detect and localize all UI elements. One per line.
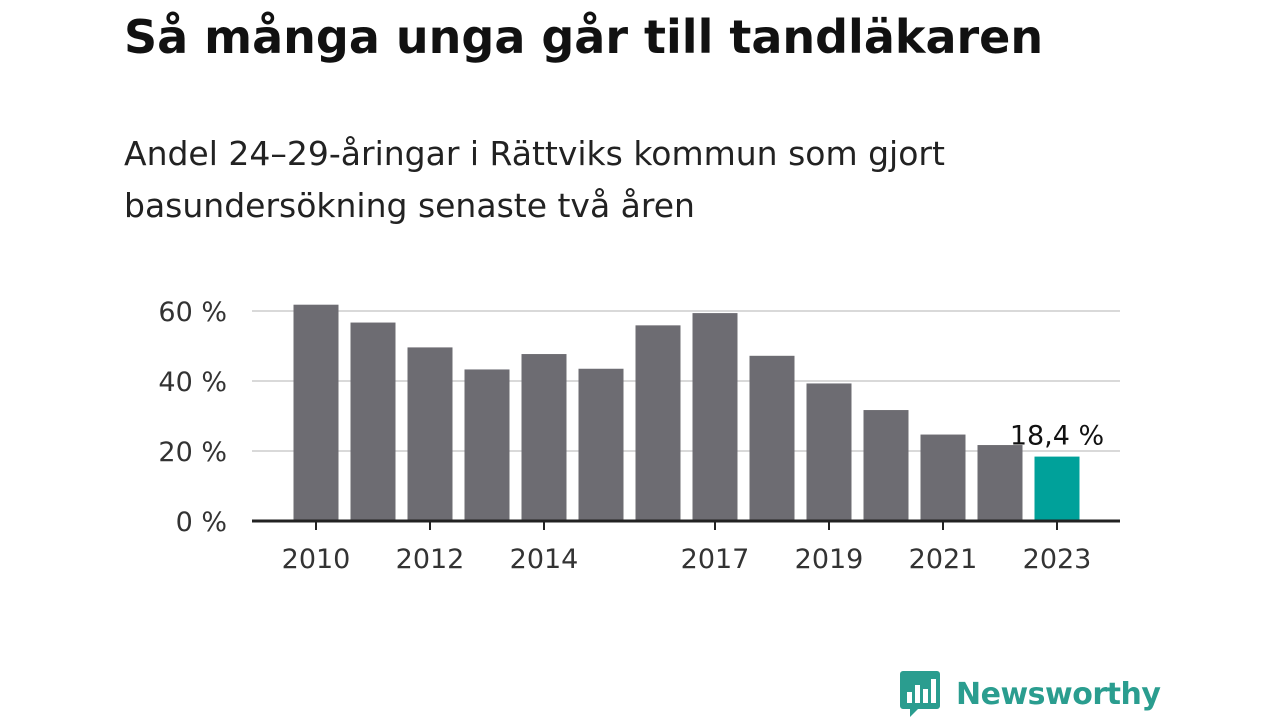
x-tick-label: 2023 (1023, 544, 1092, 575)
bar-2023 (1034, 456, 1080, 521)
bar-2017 (692, 313, 738, 521)
data-label-2023: 18,4 % (1010, 421, 1104, 452)
gridlines (252, 310, 1120, 452)
newsworthy-logo: Newsworthy (900, 670, 1161, 718)
x-tick-label: 2019 (795, 544, 864, 575)
bar-2018 (749, 355, 795, 521)
bar-2011 (350, 322, 396, 521)
newsworthy-logo-text: Newsworthy (956, 676, 1161, 712)
bar-2016 (635, 325, 681, 521)
x-tick-label: 2017 (681, 544, 750, 575)
y-tick-label: 20 % (158, 437, 227, 468)
bar-2019 (806, 383, 852, 521)
chart-subtitle: Andel 24–29-åringar i Rättviks kommun so… (124, 134, 945, 225)
y-tick-label: 40 % (158, 367, 227, 398)
x-tick-label: 2012 (396, 544, 465, 575)
x-tick-label: 2014 (510, 544, 579, 575)
bar-2014 (521, 354, 567, 521)
bar-2012 (407, 347, 453, 521)
x-tick-label: 2021 (909, 544, 978, 575)
x-axis-tick-labels: 2010 2012 2014 2017 2019 2021 2023 (282, 544, 1092, 575)
bar-2020 (863, 410, 909, 521)
y-axis-tick-labels: 0 % 20 % 40 % 60 % (158, 297, 227, 538)
chart-title: Så många unga går till tandläkaren (124, 10, 1044, 64)
bars (293, 304, 1080, 521)
bar-2015 (578, 368, 624, 521)
bar-2021 (920, 434, 966, 521)
x-tick-label: 2010 (282, 544, 351, 575)
x-axis (252, 519, 1120, 530)
bar-2022 (977, 445, 1023, 521)
newsworthy-logo-icon (900, 671, 940, 717)
y-tick-label: 60 % (158, 297, 227, 328)
y-tick-label: 0 % (176, 507, 227, 538)
annotations: 18,4 % (1010, 421, 1104, 452)
bar-2010 (293, 304, 339, 521)
bar-2013 (464, 369, 510, 521)
